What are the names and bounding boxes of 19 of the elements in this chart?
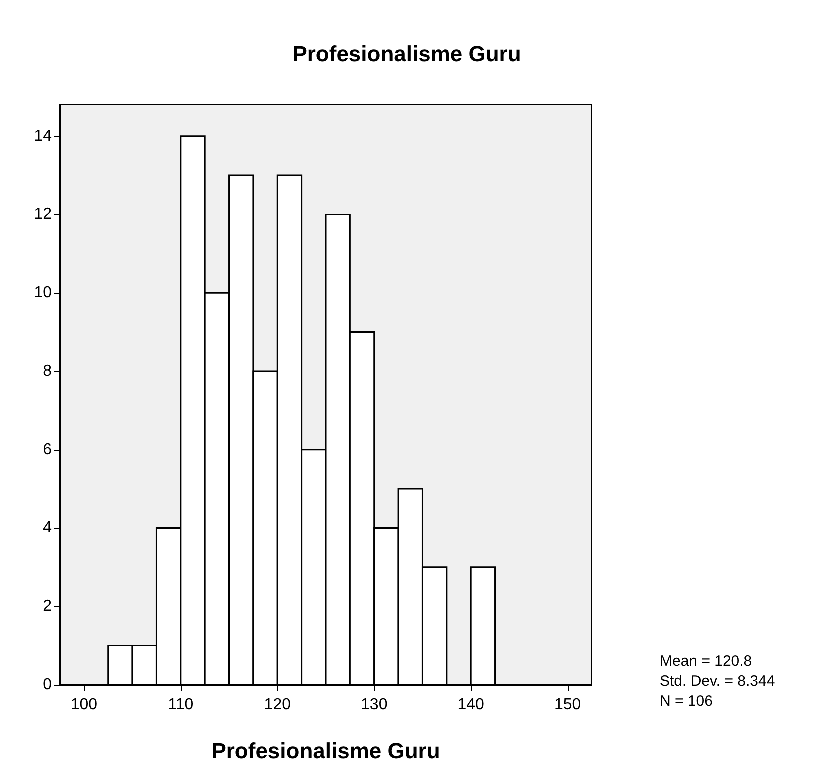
x-tick-label: 150 xyxy=(554,696,582,714)
text: Std. Dev. = 8.344 xyxy=(660,673,776,690)
x-tick-label: 130 xyxy=(361,696,388,714)
x-axis-title: Profesionalisme Guru xyxy=(212,738,440,764)
y-tick-label: 0 xyxy=(43,676,52,694)
y-tick-label: 8 xyxy=(43,362,52,380)
x-tick-label: 120 xyxy=(264,696,292,714)
x-tick-label: 110 xyxy=(168,696,194,714)
y-tick-label: 2 xyxy=(43,598,52,616)
y-tick-label: 10 xyxy=(34,284,52,302)
chart-title: Profesionalisme Guru xyxy=(292,42,522,66)
text: Mean = 120.8 xyxy=(660,653,752,670)
y-tick-label: 4 xyxy=(43,520,52,537)
text: N = 106 xyxy=(660,693,713,710)
y-tick-label: 6 xyxy=(43,441,52,458)
y-tick-label: 14 xyxy=(34,128,52,145)
x-tick-label: 140 xyxy=(458,696,485,714)
y-tick-label: 12 xyxy=(34,206,52,224)
x-tick-label: 100 xyxy=(70,696,98,714)
